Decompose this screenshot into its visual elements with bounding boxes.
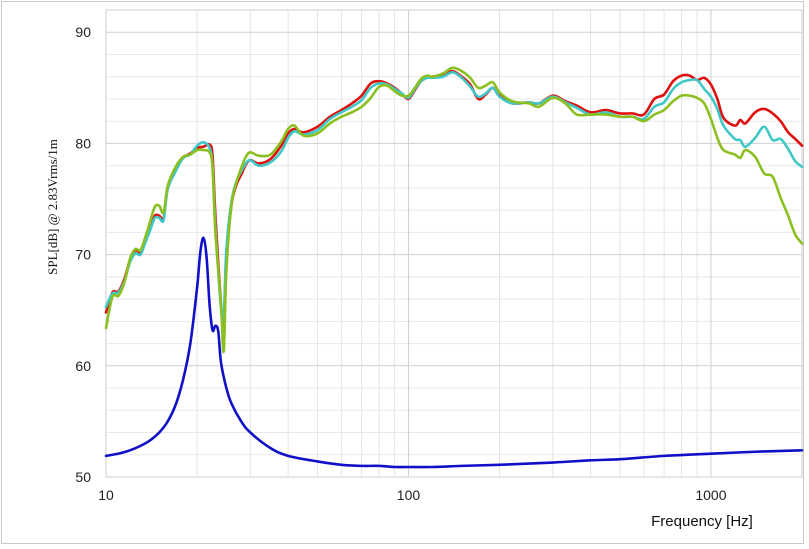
y-tick-label: 90 xyxy=(75,24,91,40)
x-axis-title: Frequency [Hz] xyxy=(651,513,753,530)
y-axis-title: SPL[dB] @ 2.83Vrms/1m xyxy=(45,139,60,275)
y-tick-label: 80 xyxy=(75,135,91,151)
x-tick-label: 100 xyxy=(397,487,421,503)
y-tick-label: 60 xyxy=(75,358,91,374)
x-tick-labels: 10 100 1000 xyxy=(98,487,727,503)
series-layer xyxy=(104,66,804,469)
grid-minor xyxy=(106,10,803,477)
y-tick-label: 70 xyxy=(75,247,91,263)
series-line-4 xyxy=(104,236,804,469)
series-line-3 xyxy=(104,66,804,354)
y-tick-label: 50 xyxy=(75,469,91,485)
x-tick-label: 1000 xyxy=(695,487,726,503)
y-tick-labels: 50 60 70 80 90 xyxy=(75,24,91,485)
x-tick-label: 10 xyxy=(98,487,114,503)
